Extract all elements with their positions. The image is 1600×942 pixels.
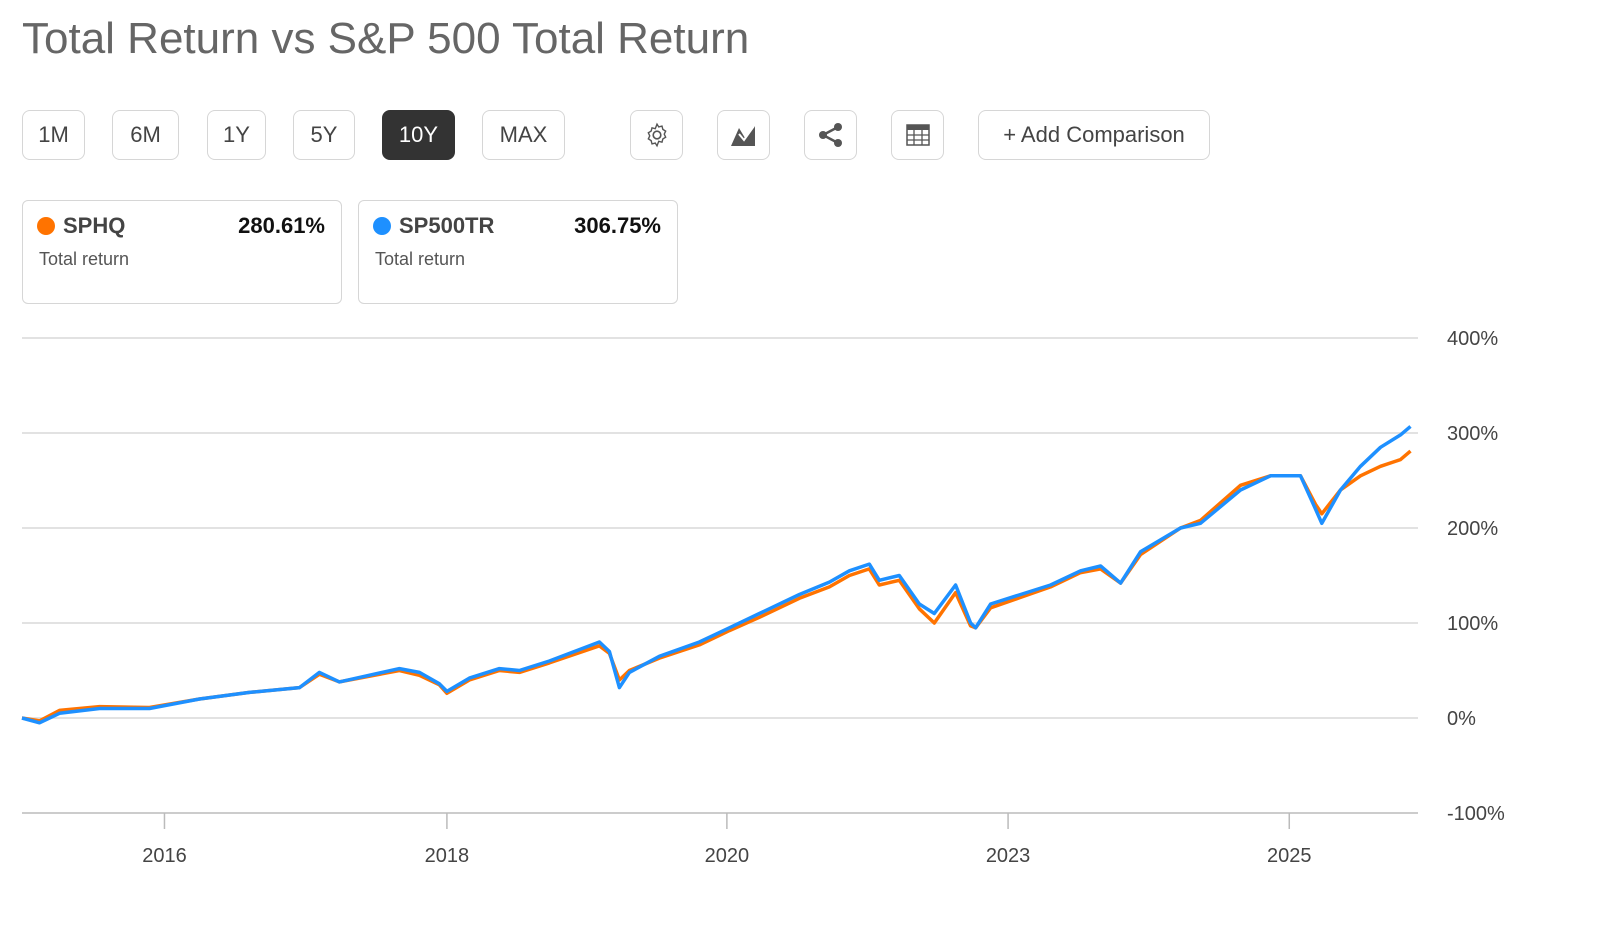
series-symbol: SP500TR (399, 213, 495, 238)
y-tick-label: 0% (1447, 708, 1476, 730)
x-tick-label: 2023 (986, 845, 1031, 867)
x-tick-label: 2020 (705, 845, 750, 867)
series-subtitle: Total return (375, 249, 466, 269)
series-line-sp500tr (21, 425, 1412, 725)
share-icon (818, 123, 842, 147)
y-tick-label: -100% (1447, 803, 1505, 825)
range-6m[interactable]: 6M (112, 110, 179, 160)
settings-button[interactable] (630, 110, 683, 160)
series-subtitle: Total return (39, 249, 130, 269)
chart-type-button[interactable] (717, 110, 770, 160)
x-tick-label: 2025 (1267, 845, 1312, 867)
share-button[interactable] (804, 110, 857, 160)
series-return-value: 306.75% (574, 213, 661, 238)
table-icon (905, 124, 930, 146)
legend-card-sphq[interactable]: SPHQ 280.61% Total return (22, 200, 342, 304)
y-tick-label: 300% (1447, 423, 1498, 445)
series-line-sphq (21, 449, 1412, 723)
range-5y[interactable]: 5Y (293, 110, 355, 160)
y-tick-label: 200% (1447, 518, 1498, 540)
table-button[interactable] (891, 110, 944, 160)
range-10y[interactable]: 10Y (382, 110, 455, 160)
y-tick-label: 400% (1447, 328, 1498, 350)
y-tick-label: 100% (1447, 613, 1498, 635)
series-return-value: 280.61% (238, 213, 325, 238)
add-comparison-button[interactable]: + Add Comparison (978, 110, 1210, 160)
x-tick-label: 2016 (142, 845, 187, 867)
series-color-dot (373, 217, 391, 235)
legend-card-sp500tr[interactable]: SP500TR 306.75% Total return (358, 200, 678, 304)
range-max[interactable]: MAX (482, 110, 565, 160)
series-symbol: SPHQ (63, 213, 126, 238)
x-tick-label: 2018 (425, 845, 470, 867)
range-1m[interactable]: 1M (22, 110, 85, 160)
gear-icon (646, 122, 667, 148)
range-1y[interactable]: 1Y (207, 110, 266, 160)
chart-type-icon (730, 125, 755, 146)
page-title: Total Return vs S&P 500 Total Return (22, 14, 750, 63)
series-color-dot (37, 217, 55, 235)
